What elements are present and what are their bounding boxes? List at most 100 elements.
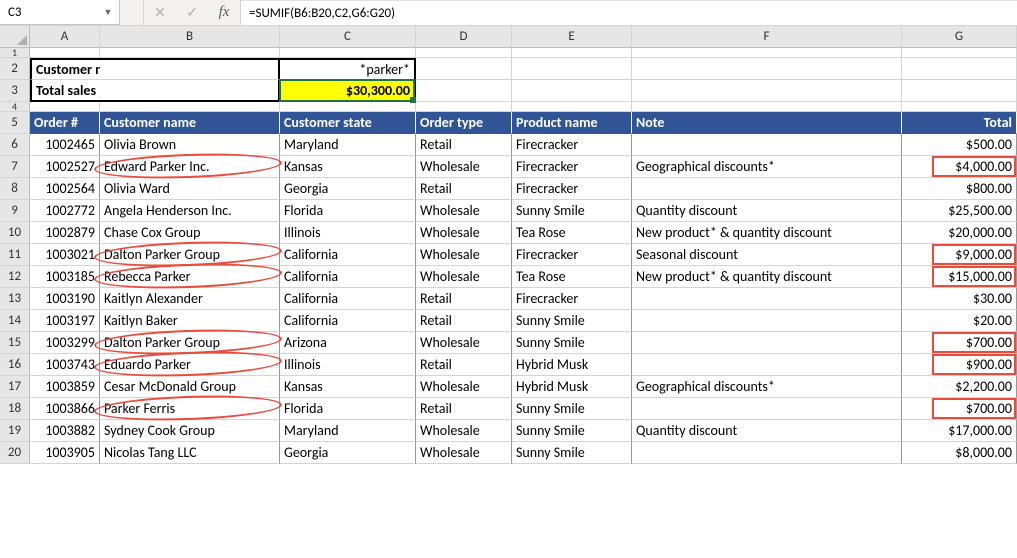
cell[interactable]: Retail [416, 310, 512, 332]
cell[interactable]: Sunny Smile [512, 200, 632, 222]
cell[interactable]: $800.00 [902, 178, 1017, 200]
enter-icon[interactable]: ✓ [184, 4, 200, 21]
cell[interactable] [280, 48, 416, 58]
cell[interactable]: Olivia Brown [100, 134, 280, 156]
cell[interactable]: $20,000.00 [902, 222, 1017, 244]
row-header[interactable]: 3 [0, 80, 30, 102]
cell[interactable]: Firecracker [512, 288, 632, 310]
cell[interactable] [632, 178, 902, 200]
cell[interactable]: Wholesale [416, 376, 512, 398]
cell[interactable]: 1003299 [30, 332, 100, 354]
cell[interactable]: Wholesale [416, 244, 512, 266]
cell[interactable]: Kaitlyn Baker [100, 310, 280, 332]
column-header[interactable]: C [280, 26, 416, 48]
cell[interactable]: Sydney Cook Group [100, 420, 280, 442]
cell[interactable]: Dalton Parker Group [100, 244, 280, 266]
cell[interactable] [632, 332, 902, 354]
table-header[interactable]: Customer name [100, 112, 280, 134]
cell[interactable]: Edward Parker Inc. [100, 156, 280, 178]
row-header[interactable]: 19 [0, 420, 30, 442]
cell[interactable]: Angela Henderson Inc. [100, 200, 280, 222]
cell[interactable]: Maryland [280, 134, 416, 156]
cell[interactable]: Hybrid Musk [512, 354, 632, 376]
row-header[interactable]: 4 [0, 102, 30, 112]
row-header[interactable]: 11 [0, 244, 30, 266]
cell[interactable]: $30.00 [902, 288, 1017, 310]
cell[interactable]: $4,000.00 [902, 156, 1017, 178]
cell[interactable]: *parker* [280, 58, 416, 80]
cell[interactable] [632, 80, 902, 102]
sheet-body[interactable]: Customer name contains *parker* Total sa… [30, 48, 1017, 464]
cell[interactable]: Nicolas Tang LLC [100, 442, 280, 464]
cancel-icon[interactable]: ✕ [152, 4, 168, 21]
cell[interactable]: Total sales [30, 80, 100, 102]
cell[interactable] [30, 48, 100, 58]
column-header[interactable]: B [100, 26, 280, 48]
cell[interactable]: $500.00 [902, 134, 1017, 156]
cell[interactable] [100, 48, 280, 58]
cell[interactable]: Rebecca Parker [100, 266, 280, 288]
row-header[interactable]: 15 [0, 332, 30, 354]
cell[interactable] [632, 58, 902, 80]
cell[interactable] [512, 48, 632, 58]
cell[interactable]: Georgia [280, 178, 416, 200]
cell[interactable] [100, 58, 280, 80]
cell[interactable]: 1002527 [30, 156, 100, 178]
table-header[interactable]: Order type [416, 112, 512, 134]
cell[interactable]: Retail [416, 178, 512, 200]
cell[interactable]: Kansas [280, 376, 416, 398]
cell[interactable] [416, 58, 512, 80]
cell[interactable]: Sunny Smile [512, 310, 632, 332]
cell[interactable]: Sunny Smile [512, 398, 632, 420]
cell[interactable]: 1002879 [30, 222, 100, 244]
row-header[interactable]: 8 [0, 178, 30, 200]
cell[interactable]: 1003905 [30, 442, 100, 464]
cell[interactable] [416, 102, 512, 112]
table-header[interactable]: Note [632, 112, 902, 134]
fx-icon[interactable]: fx [216, 4, 232, 21]
cell[interactable] [632, 442, 902, 464]
cell[interactable] [280, 102, 416, 112]
cell[interactable]: Hybrid Musk [512, 376, 632, 398]
cell[interactable]: Florida [280, 200, 416, 222]
cell[interactable]: Wholesale [416, 222, 512, 244]
table-header[interactable]: Customer state [280, 112, 416, 134]
cell[interactable]: $2,200.00 [902, 376, 1017, 398]
table-header[interactable]: Total [902, 112, 1017, 134]
column-header[interactable]: A [30, 26, 100, 48]
cell[interactable]: Wholesale [416, 156, 512, 178]
cell[interactable] [512, 58, 632, 80]
cell[interactable] [416, 80, 512, 102]
cell[interactable]: Retail [416, 134, 512, 156]
cell[interactable] [100, 102, 280, 112]
row-header[interactable]: 18 [0, 398, 30, 420]
cell[interactable]: Tea Rose [512, 266, 632, 288]
cell[interactable]: 1002465 [30, 134, 100, 156]
column-header[interactable]: D [416, 26, 512, 48]
cell[interactable] [100, 80, 280, 102]
cell[interactable] [416, 48, 512, 58]
cell[interactable] [632, 310, 902, 332]
cell[interactable]: 1003882 [30, 420, 100, 442]
table-header[interactable]: Product name [512, 112, 632, 134]
cell[interactable]: Firecracker [512, 156, 632, 178]
cell[interactable]: $17,000.00 [902, 420, 1017, 442]
table-header[interactable]: Order # [30, 112, 100, 134]
row-header[interactable]: 14 [0, 310, 30, 332]
row-header[interactable]: 2 [0, 58, 30, 80]
cell[interactable]: California [280, 288, 416, 310]
cell[interactable]: Florida [280, 398, 416, 420]
cell[interactable]: $9,000.00 [902, 244, 1017, 266]
cell[interactable]: Customer name contains [30, 58, 100, 80]
column-header[interactable]: F [632, 26, 902, 48]
cell[interactable]: $900.00 [902, 354, 1017, 376]
cell[interactable]: Sunny Smile [512, 332, 632, 354]
cell[interactable]: Wholesale [416, 420, 512, 442]
cell[interactable]: 1003021 [30, 244, 100, 266]
row-header[interactable]: 17 [0, 376, 30, 398]
cell[interactable]: Firecracker [512, 244, 632, 266]
row-header[interactable]: 7 [0, 156, 30, 178]
cell[interactable]: Maryland [280, 420, 416, 442]
cell[interactable] [632, 134, 902, 156]
name-box-dropdown-icon[interactable]: ▼ [101, 7, 115, 18]
